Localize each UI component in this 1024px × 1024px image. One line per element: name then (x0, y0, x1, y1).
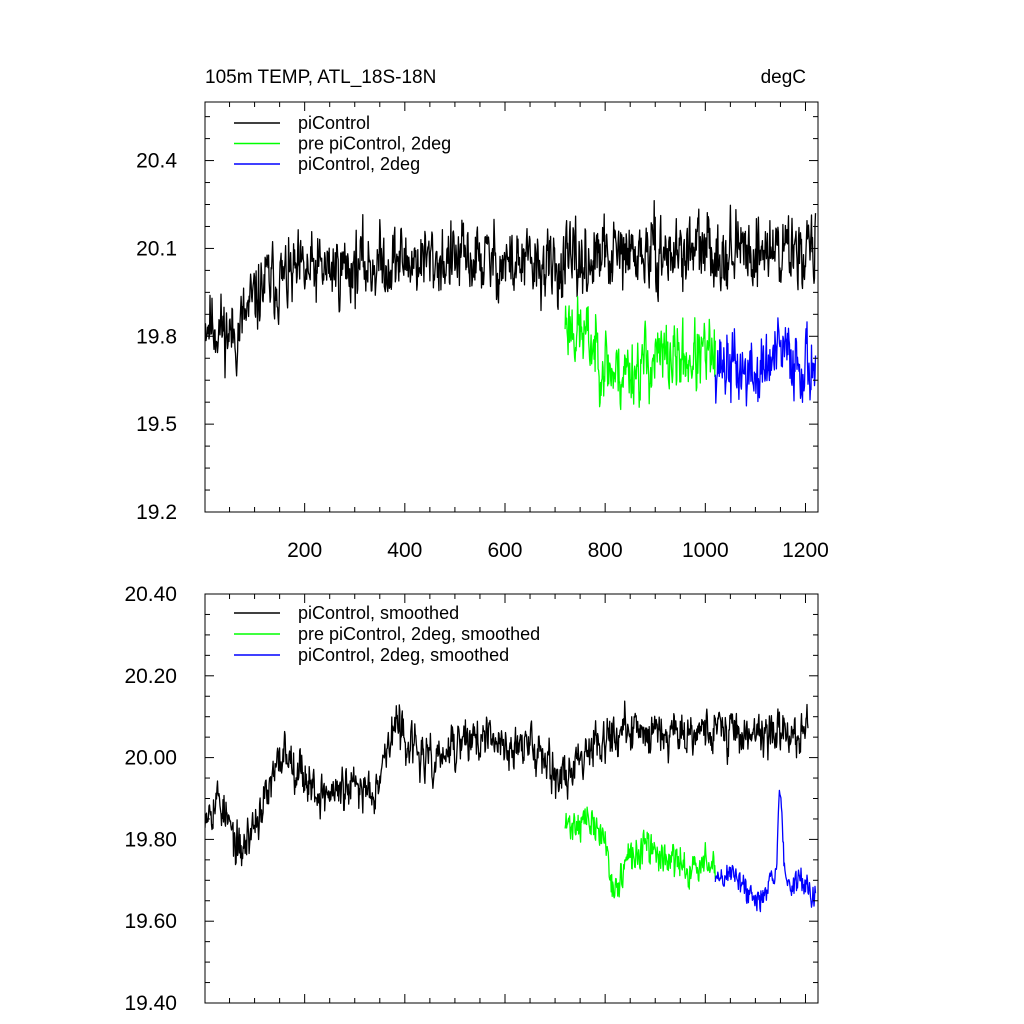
bottom-plot-frame (204, 593, 819, 1004)
legend-label: pre piControl, 2deg, smoothed (298, 624, 540, 644)
top-plot-frame (204, 101, 819, 513)
x-tick-label: 200 (287, 539, 322, 562)
x-tick-label: 400 (387, 539, 422, 562)
x-tick-label: 1000 (682, 539, 729, 562)
series-line-top-0 (205, 200, 817, 379)
legend-label: piControl, smoothed (298, 603, 459, 623)
y-tick-label: 20.20 (124, 665, 177, 688)
bottom-axes: 19.40 19.60 19.80 20.00 20.20 20.40 (124, 583, 818, 1015)
series-line-bottom-0 (205, 700, 809, 867)
y-tick-label: 20.4 (136, 150, 177, 173)
top-series-group (205, 200, 817, 411)
legend-label: pre piControl, 2deg (298, 134, 451, 154)
top-panel: 105m TEMP, ATL_18S-18N degC 200 400 600 800… (136, 67, 829, 562)
bottom-panel: 19.40 19.60 19.80 20.00 20.20 20.40 piControl… (124, 583, 819, 1015)
top-chart-title: 105m TEMP, ATL_18S-18N (205, 67, 436, 88)
y-tick-label: 19.40 (124, 992, 177, 1015)
y-tick-label: 20.1 (136, 237, 177, 260)
legend-label: piControl, 2deg, smoothed (298, 645, 509, 665)
x-tick-label: 1200 (782, 539, 829, 562)
y-tick-label: 20.00 (124, 747, 177, 770)
bottom-series-group (205, 700, 817, 913)
series-line-bottom-2 (714, 789, 817, 913)
legend-label: piControl (298, 113, 370, 133)
top-chart-units: degC (761, 67, 806, 88)
y-tick-label: 20.40 (124, 583, 177, 606)
series-line-top-2 (714, 317, 817, 407)
y-tick-label: 19.60 (124, 910, 177, 933)
series-line-top-1 (564, 295, 716, 411)
x-tick-label: 800 (588, 539, 623, 562)
legend-label: piControl, 2deg (298, 154, 420, 174)
y-tick-label: 19.2 (136, 501, 177, 524)
top-axes: 200 400 600 800 1000 1200 19.2 19.5 19.8 20.1 20.4 (136, 102, 829, 562)
y-tick-label: 19.8 (136, 325, 177, 348)
series-line-bottom-1 (564, 806, 716, 899)
y-tick-label: 19.80 (124, 828, 177, 851)
y-tick-label: 19.5 (136, 413, 177, 436)
x-tick-label: 600 (487, 539, 522, 562)
